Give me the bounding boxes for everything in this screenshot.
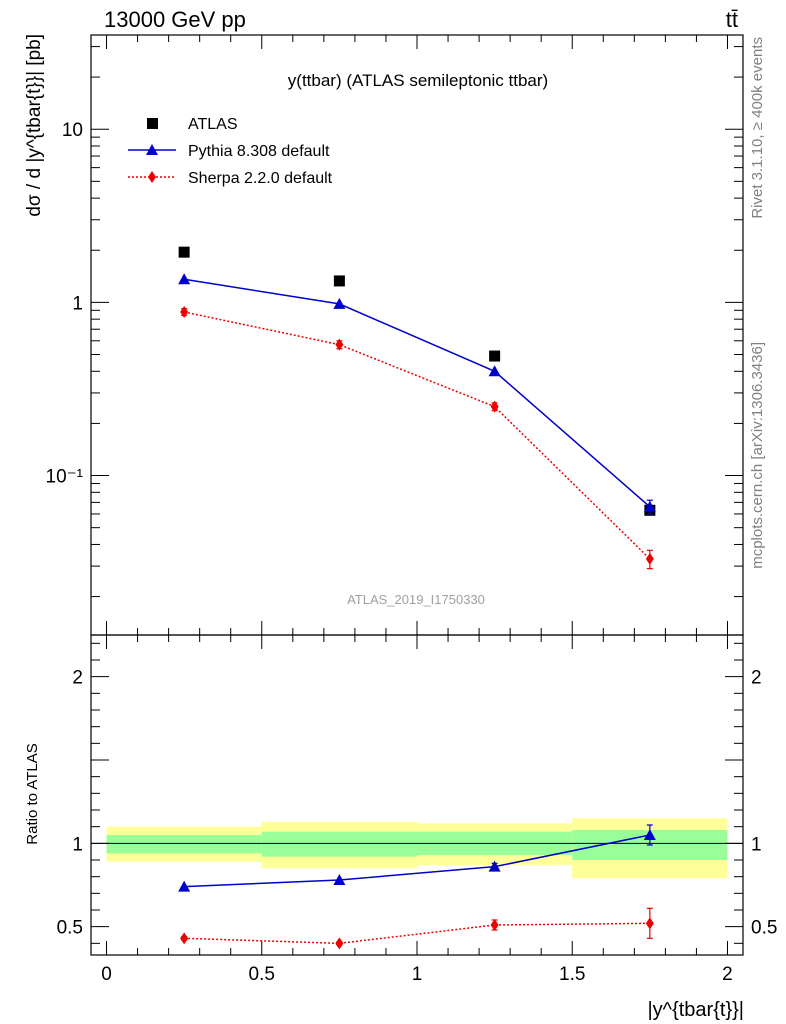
ratio-point-sherpa-2-2-0-default	[335, 937, 344, 950]
main-line-sherpa-2-2-0-default	[183, 311, 651, 560]
main-point-pythia-8-308-default	[488, 365, 501, 377]
main-y-tick-label: 10	[62, 120, 83, 141]
x-tick-label: 2	[722, 964, 733, 985]
main-point-atlas	[489, 350, 501, 362]
ratio-point-pythia-8-308-default	[333, 874, 346, 885]
rivet-version-label: Rivet 3.1.10, ≥ 400k events	[749, 37, 766, 219]
data-series	[178, 246, 656, 950]
uncertainty-bands	[106, 818, 728, 879]
ratio-point-sherpa-2-2-0-default	[645, 917, 654, 930]
legend-marker-atlas	[147, 118, 158, 129]
ratio-point-sherpa-2-2-0-default	[180, 932, 189, 945]
header-energy-label: 13000 GeV pp	[104, 7, 246, 32]
ratio-y-tick-label-left: 1	[72, 834, 83, 855]
x-tick-label: 1	[412, 964, 423, 985]
x-tick-label: 0	[101, 964, 112, 985]
main-y-axis-label: dσ / d |y^{tbar{t}}| [pb]	[24, 34, 45, 217]
main-plot-title: y(ttbar) (ATLAS semileptonic ttbar)	[288, 71, 548, 90]
legend-label-atlas: ATLAS	[188, 116, 238, 133]
main-point-atlas	[178, 246, 190, 258]
main-point-pythia-8-308-default	[333, 297, 346, 309]
ratio-plot-frame	[90, 634, 744, 956]
ratio-y-tick-label-right: 0.5	[751, 918, 777, 939]
legend-label-sherpa: Sherpa 2.2.0 default	[188, 170, 333, 187]
ratio-y-axis-label: Ratio to ATLAS	[24, 743, 41, 844]
legend-marker-sherpa	[148, 171, 156, 183]
x-tick-label: 1.5	[559, 964, 585, 985]
main-y-tick-label: 10⁻¹	[46, 467, 84, 488]
analysis-watermark: ATLAS_2019_I1750330	[347, 592, 485, 607]
x-axis-label: |y^{tbar{t}}|	[647, 999, 744, 1021]
x-tick-label: 0.5	[249, 964, 275, 985]
ratio-point-pythia-8-308-default	[178, 880, 191, 892]
legend-marker-pythia	[146, 144, 158, 155]
ratio-y-tick-label-right: 2	[751, 668, 762, 689]
header-process-label: tt̄	[726, 7, 738, 32]
ratio-point-sherpa-2-2-0-default	[490, 919, 499, 931]
mcplots-label: mcplots.cern.ch [arXiv:1306.3436]	[749, 342, 766, 569]
legend: ATLAS Pythia 8.308 default Sherpa 2.2.0 …	[128, 116, 333, 187]
main-point-sherpa-2-2-0-default	[645, 552, 654, 565]
legend-label-pythia: Pythia 8.308 default	[188, 143, 330, 160]
band-green-0	[106, 835, 262, 854]
main-point-sherpa-2-2-0-default	[335, 338, 344, 351]
ratio-point-pythia-8-308-default	[488, 860, 501, 872]
main-point-pythia-8-308-default	[178, 273, 191, 285]
ratio-y-tick-label-right: 1	[751, 834, 762, 855]
ratio-line-sherpa-2-2-0-default	[184, 922, 650, 945]
ratio-point-pythia-8-308-default	[643, 829, 656, 840]
main-y-tick-label: 1	[72, 293, 83, 314]
ratio-line-pythia-8-308-default	[184, 834, 651, 888]
band-green-1	[261, 831, 417, 857]
ratio-y-tick-label-left: 2	[72, 668, 83, 689]
main-point-pythia-8-308-default	[643, 500, 656, 512]
main-point-sherpa-2-2-0-default	[180, 305, 189, 318]
main-line-pythia-8-308-default	[184, 278, 651, 508]
ratio-y-tick-label-left: 0.5	[57, 918, 83, 939]
main-point-sherpa-2-2-0-default	[490, 400, 499, 413]
axis-ticks: 0 0.5 1 1.5 2 10⁻¹ 1 10 0.5 0.5 1 1 2 2	[46, 35, 777, 985]
main-point-atlas	[333, 275, 345, 287]
